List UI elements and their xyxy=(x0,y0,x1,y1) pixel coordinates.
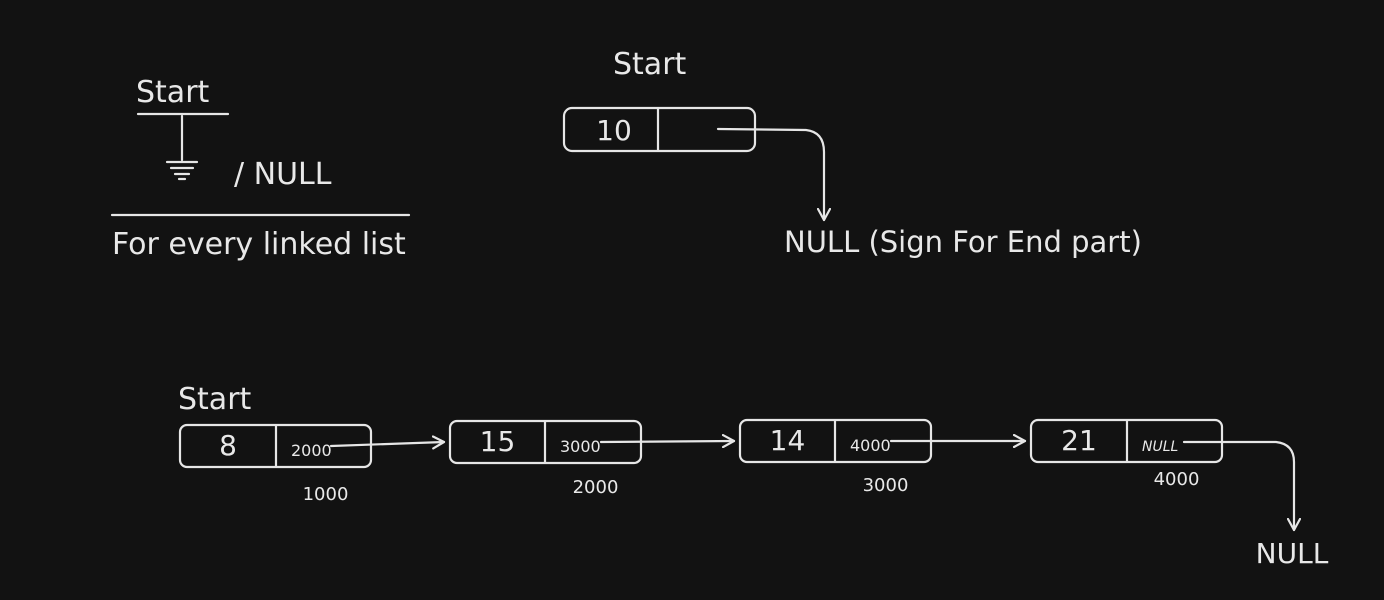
node-address: 4000 xyxy=(1154,469,1200,490)
single-node-group: Start 10 NULL (Sign For End part) xyxy=(562,47,1142,259)
node-next-pointer: 2000 xyxy=(291,441,332,460)
arrows-layer xyxy=(329,440,1294,532)
single-node-arrow xyxy=(716,127,824,222)
list-node: 21 NULL 4000 xyxy=(1029,418,1224,490)
list-node: 14 4000 3000 xyxy=(738,418,933,496)
node-address: 2000 xyxy=(573,477,619,498)
linked-list-end-label: NULL xyxy=(1256,537,1329,570)
node-next-pointer: 3000 xyxy=(560,437,601,456)
legend-null-label: / NULL xyxy=(234,157,332,192)
next-arrow xyxy=(329,442,446,446)
node-address: 1000 xyxy=(303,484,349,505)
node-address: 3000 xyxy=(863,475,909,496)
legend-caption: For every linked list xyxy=(112,227,406,262)
node-value: 14 xyxy=(770,424,806,457)
node-next-pointer: NULL xyxy=(1142,439,1178,455)
legend-group: Start / NULL For every linked list xyxy=(110,75,411,262)
null-arrow xyxy=(1182,440,1294,532)
node-value: 8 xyxy=(219,429,237,462)
list-node: 8 2000 1000 xyxy=(178,423,373,505)
single-node-start-label: Start xyxy=(613,47,687,82)
nodes-layer: 8 2000 1000 15 3000 2000 14 4000 3000 21 NULL 4000 xyxy=(178,418,1224,505)
single-node-end-label: NULL (Sign For End part) xyxy=(784,225,1142,259)
node-value: 15 xyxy=(480,425,516,458)
single-node-value: 10 xyxy=(596,114,632,147)
legend-start-label: Start xyxy=(136,75,210,110)
linked-list-start-label: Start xyxy=(178,382,252,417)
node-box xyxy=(178,423,373,469)
ground-icon xyxy=(165,114,199,181)
linked-list-group: Start 8 2000 1000 15 3000 2000 14 4000 3000 21 NUL… xyxy=(178,382,1329,570)
list-node: 15 3000 2000 xyxy=(448,419,643,498)
node-next-pointer: 4000 xyxy=(850,436,891,455)
next-arrow xyxy=(599,441,736,442)
node-value: 21 xyxy=(1061,424,1097,457)
